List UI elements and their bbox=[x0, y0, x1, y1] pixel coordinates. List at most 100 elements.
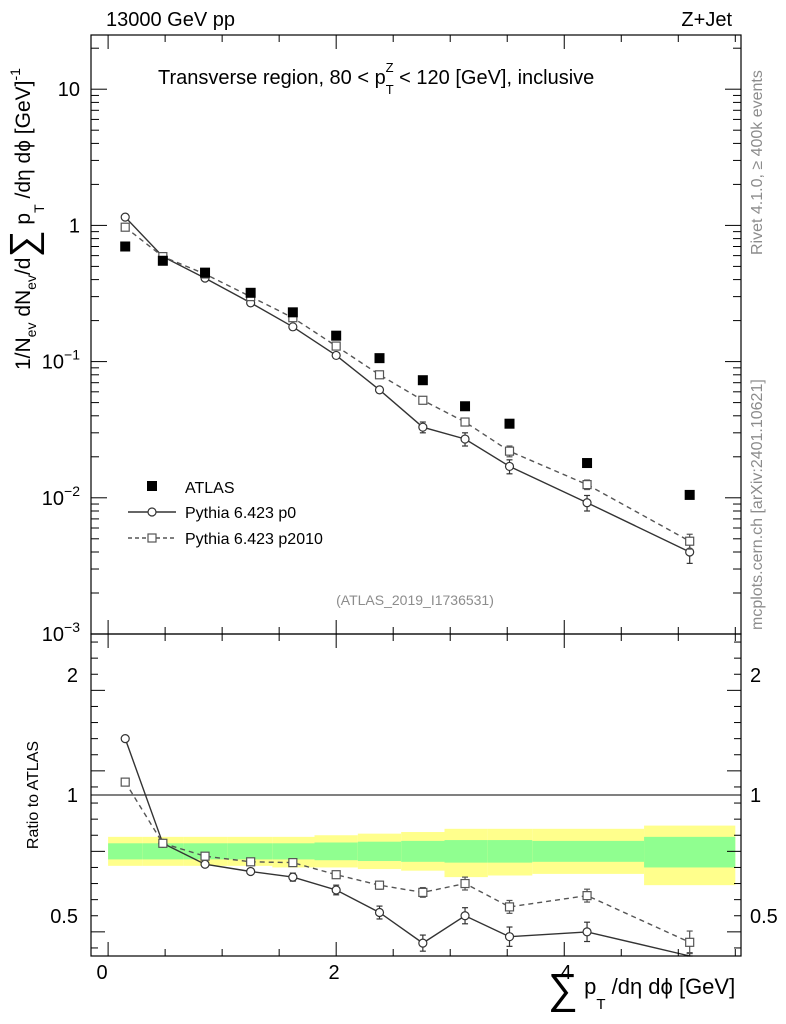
data-point-p2010 bbox=[374, 880, 385, 890]
ratio-ytick-label-left: 2 bbox=[67, 665, 78, 687]
data-point-p0 bbox=[246, 866, 256, 877]
main-series bbox=[120, 212, 695, 564]
data-point-p2010 bbox=[200, 851, 210, 861]
data-point-p2010 bbox=[418, 395, 428, 405]
data-point-p0 bbox=[288, 872, 298, 882]
rivet-version-label: Rivet 4.1.0, ≥ 400k events bbox=[749, 70, 766, 255]
data-point-atlas bbox=[460, 401, 471, 412]
mcplots-label: mcplots.cern.ch [arXiv:2401.10621] bbox=[749, 379, 766, 630]
header-left: 13000 GeV pp bbox=[106, 9, 235, 31]
series-line bbox=[124, 738, 690, 957]
data-point-atlas bbox=[331, 330, 342, 341]
ratio-band-inner bbox=[444, 840, 488, 863]
data-point-atlas bbox=[287, 307, 298, 318]
data-point-atlas bbox=[120, 241, 131, 252]
ratio-ytick-label-left: 1 bbox=[67, 785, 78, 807]
legend-p2010-marker bbox=[147, 533, 157, 543]
data-point-p0 bbox=[460, 434, 470, 444]
series-line bbox=[124, 226, 691, 542]
ratio-ytick-label-left: 0.5 bbox=[50, 906, 78, 928]
main-ytick-label: 1 bbox=[69, 215, 80, 237]
data-point-p0 bbox=[331, 885, 341, 895]
data-point-p2010 bbox=[331, 341, 341, 351]
data-point-atlas bbox=[200, 267, 211, 278]
ratio-ytick-label-right: 0.5 bbox=[750, 906, 778, 928]
xtick-label: 4 bbox=[560, 962, 571, 984]
data-point-p2010 bbox=[331, 870, 341, 880]
data-point-p0 bbox=[288, 322, 298, 332]
main-ytick-label: 10−1 bbox=[42, 347, 80, 374]
data-point-p0 bbox=[200, 859, 210, 869]
data-point-p0 bbox=[504, 461, 515, 472]
data-point-p2010 bbox=[158, 838, 168, 848]
data-point-p2010 bbox=[460, 417, 470, 427]
data-point-atlas bbox=[374, 353, 385, 364]
data-point-p0 bbox=[504, 932, 515, 942]
xtick-label: 0 bbox=[96, 962, 107, 984]
legend-p0-marker bbox=[147, 507, 157, 517]
data-point-p2010 bbox=[504, 902, 515, 912]
ratio-band-inner bbox=[357, 841, 402, 862]
main-ytick-labels: 10 1 10−1 10−2 10−3 bbox=[42, 79, 80, 646]
ratio-series bbox=[120, 734, 695, 957]
ratio-frame bbox=[90, 633, 742, 957]
data-point-p0 bbox=[374, 907, 385, 918]
data-point-p2010 bbox=[120, 222, 130, 232]
data-point-atlas bbox=[245, 287, 256, 298]
data-point-p2010 bbox=[246, 857, 256, 867]
data-point-p2010 bbox=[685, 536, 695, 546]
ratio-ytick-label-right: 1 bbox=[750, 785, 761, 807]
legend-p2010-label: Pythia 6.423 p2010 bbox=[185, 531, 323, 548]
data-point-p2010 bbox=[582, 891, 592, 901]
ratio-band-inner bbox=[314, 842, 358, 861]
ratio-ytick-label-right: 2 bbox=[750, 665, 761, 687]
data-point-atlas bbox=[684, 489, 695, 500]
ratio-band-inner bbox=[401, 840, 445, 862]
data-point-p0 bbox=[418, 938, 428, 948]
data-point-atlas bbox=[582, 458, 593, 469]
data-point-p2010 bbox=[120, 777, 130, 787]
legend: ATLAS Pythia 6.423 p0 Pythia 6.423 p2010 bbox=[128, 480, 323, 548]
ratio-band-inner bbox=[487, 840, 533, 863]
ratio-band-inner bbox=[142, 843, 184, 860]
legend-atlas-marker bbox=[147, 481, 157, 491]
xtick-label: 2 bbox=[328, 962, 339, 984]
data-point-p2010 bbox=[504, 446, 515, 456]
ratio-band-inner bbox=[644, 836, 736, 868]
data-point-atlas bbox=[417, 375, 428, 386]
main-ylabel: 1/Nev dNev/d∑ pT /dη dϕ [GeV]-1 bbox=[3, 68, 47, 370]
data-point-p0 bbox=[120, 734, 130, 744]
main-ytick-label: 10 bbox=[58, 79, 80, 101]
ratio-band-inner bbox=[272, 843, 315, 860]
xlabel: ∑ pT /dη dϕ [GeV] bbox=[548, 965, 735, 1013]
data-point-p0 bbox=[582, 927, 592, 937]
data-point-p0 bbox=[460, 911, 470, 921]
data-point-atlas bbox=[157, 255, 168, 266]
main-ticks bbox=[91, 35, 741, 635]
ratio-band-inner bbox=[183, 843, 228, 860]
legend-atlas-label: ATLAS bbox=[185, 480, 235, 497]
main-ytick-label: 10−2 bbox=[42, 483, 80, 510]
data-point-p0 bbox=[582, 498, 592, 508]
analysis-watermark: (ATLAS_2019_I1736531) bbox=[336, 592, 494, 608]
data-point-p2010 bbox=[460, 878, 470, 889]
data-point-p0 bbox=[418, 422, 428, 432]
data-point-p0 bbox=[120, 212, 130, 222]
chart-title: Transverse region, 80 < pTZ < 120 [GeV],… bbox=[158, 60, 594, 97]
data-point-p2010 bbox=[685, 937, 695, 947]
header-right: Z+Jet bbox=[681, 9, 732, 31]
data-point-p2010 bbox=[374, 370, 385, 380]
data-point-p0 bbox=[331, 350, 341, 361]
series-line bbox=[124, 216, 691, 553]
ratio-ylabel: Ratio to ATLAS bbox=[25, 741, 42, 849]
legend-p0-label: Pythia 6.423 p0 bbox=[185, 505, 296, 522]
data-point-atlas bbox=[504, 418, 515, 429]
data-point-p2010 bbox=[288, 858, 298, 868]
ratio-ticks bbox=[91, 634, 741, 956]
data-point-p2010 bbox=[418, 887, 428, 898]
ratio-band-inner bbox=[227, 843, 273, 860]
data-point-p0 bbox=[374, 385, 385, 395]
series-line bbox=[124, 781, 690, 943]
main-ytick-label: 10−3 bbox=[42, 619, 80, 646]
